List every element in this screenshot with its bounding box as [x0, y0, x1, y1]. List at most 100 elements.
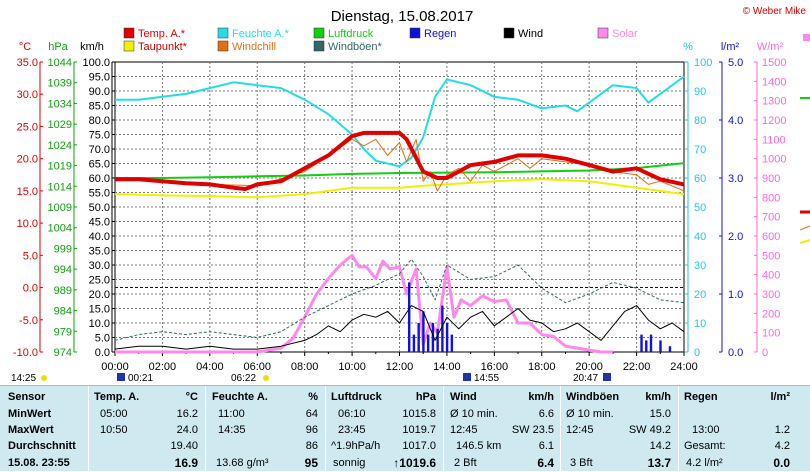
stats-header-gust: Windböen — [566, 391, 620, 403]
stats-max-rain-value: 1.2 — [774, 424, 790, 436]
axis-units: °C hPa km/h% l/m² W/m² — [19, 41, 784, 53]
chart-title: Dienstag, 15.08.2017 — [331, 8, 474, 25]
marker-left-time: 14:25 — [11, 373, 36, 384]
tick-temp-3: 20.0 — [17, 154, 38, 166]
series-regen-bar-6 — [436, 328, 439, 352]
stats-min-wind-value: 6.6 — [538, 408, 554, 420]
series-regen-bar-8 — [445, 323, 449, 352]
x-tick-10: 20:00 — [575, 361, 603, 373]
sunset-icon — [603, 373, 611, 381]
legend-label-3: Regen — [424, 28, 456, 40]
legend-swatch-8 — [313, 40, 325, 52]
series-regen-bar-7 — [441, 305, 444, 352]
series-wind — [114, 305, 685, 350]
tick-solar-4: 1100 — [762, 134, 786, 146]
stats-header-temp: Temp. A. — [94, 391, 140, 403]
stats-header-rain: Regen — [684, 391, 718, 403]
stats-avg-humidity-value: 86 — [305, 440, 318, 452]
chart-legend: Temp. A.* Feuchte A.* Luftdruck Regen Wind So… — [123, 27, 638, 53]
y-axes: 35.0 30.0 25.0 20.0 15.0 10.0 5.0 0.0 -5.0 -10.0 1… — [13, 57, 787, 359]
series-regen-bar-1 — [412, 334, 416, 352]
sunrise-icon — [117, 373, 125, 381]
tick-temp-2: 25.0 — [17, 121, 38, 133]
series-regen-bar-4 — [426, 334, 430, 352]
unit-humidity: % — [683, 41, 693, 53]
tick-wind-11: 45.0 — [89, 217, 110, 229]
tick-pressure-13: 979 — [54, 326, 72, 338]
plot-grid — [115, 62, 684, 352]
stats-current-wind-bft: 2 Bft — [454, 457, 477, 469]
marker-sunset: 20:47 — [573, 373, 598, 384]
stats-header-pressure: Luftdruck — [331, 391, 382, 403]
unit-pressure: hPa — [48, 41, 68, 53]
stats-min-label: MinWert — [8, 408, 52, 420]
legend-swatch-5 — [597, 27, 609, 39]
stats-avg-pressure-trend: ^1.9hPa/h — [331, 440, 381, 452]
tick-pressure-14: 974 — [54, 347, 72, 359]
x-axis: 00:00 02:00 04:00 06:00 08:00 10:00 12:00 14:00… — [101, 352, 698, 373]
tick-solar-5: 1000 — [762, 154, 786, 166]
tick-humidity-8: 20 — [694, 289, 706, 301]
stats-current-wind-value: 6.4 — [537, 456, 554, 470]
stats-current-pressure-value: ↑1019.6 — [393, 456, 436, 470]
stats-min-temp-time: 05:00 — [100, 408, 128, 420]
series-regen-bar-0 — [407, 282, 411, 352]
series-regen-bar-14 — [668, 346, 672, 352]
stats-min-humidity-value: 64 — [305, 408, 318, 420]
tick-pressure-4: 1024 — [48, 140, 72, 152]
series-regen-bar-3 — [422, 311, 425, 352]
x-tick-5: 10:00 — [338, 361, 366, 373]
legend-swatch-4 — [503, 27, 515, 39]
legend-label-7: Windchill — [232, 41, 276, 53]
legend-swatch-1 — [217, 27, 229, 39]
tick-solar-6: 900 — [762, 173, 780, 185]
tick-wind-7: 65.0 — [89, 159, 110, 171]
stats-current-weather-text: sonnig — [333, 457, 366, 469]
series-temp-a — [115, 130, 685, 191]
legend-swatch-2 — [313, 27, 325, 39]
legend-label-1: Feuchte A.* — [232, 28, 290, 40]
unit-rain: l/m² — [721, 41, 740, 53]
stats-min-wind-label: Ø 10 min. — [450, 408, 498, 420]
tick-humidity-2: 80 — [694, 115, 706, 127]
tick-pressure-1: 1039 — [48, 78, 72, 90]
tick-solar-3: 1200 — [762, 115, 786, 127]
tick-wind-5: 75.0 — [89, 130, 110, 142]
stats-max-pressure-time: 23:45 — [338, 424, 366, 436]
tick-solar-7: 800 — [762, 192, 780, 204]
stats-current-abs-humidity: 13.68 g/m³ — [216, 457, 269, 469]
tick-wind-9: 55.0 — [89, 188, 110, 200]
tick-wind-19: 5.0 — [95, 333, 110, 345]
stats-header-row: Sensor Temp. A. °C Feuchte A. % Luftdruc… — [0, 389, 810, 406]
tick-wind-6: 70.0 — [89, 144, 110, 156]
stats-current-gust-value: 13.7 — [647, 456, 671, 470]
tick-humidity-0: 100 — [694, 57, 712, 69]
tick-solar-1: 1400 — [762, 76, 786, 88]
tick-wind-20: 0.0 — [95, 347, 110, 359]
tick-wind-8: 60.0 — [89, 173, 110, 185]
tick-solar-8: 700 — [762, 212, 780, 224]
tick-solar-10: 500 — [762, 250, 780, 262]
tick-pressure-0: 1044 — [48, 57, 72, 69]
tick-temp-9: -10.0 — [13, 347, 38, 359]
stats-max-temp-value: 24.0 — [176, 424, 198, 436]
stats-header-pressure-unit: hPa — [415, 391, 436, 403]
stats-max-row: MaxWert 10:50 24.0 14:35 96 23:45 1019.7… — [0, 422, 810, 439]
stats-max-label: MaxWert — [8, 424, 54, 436]
series-regen-bar-5 — [431, 323, 435, 352]
right-edge-strip — [799, 34, 810, 244]
tick-solar-9: 600 — [762, 231, 780, 243]
tick-temp-5: 10.0 — [17, 218, 38, 230]
stats-header-sensor: Sensor — [8, 391, 46, 403]
stats-avg-wind-value: 6.1 — [538, 440, 554, 452]
statistics-table: Sensor Temp. A. °C Feuchte A. % Luftdruc… — [0, 385, 810, 472]
tick-humidity-6: 40 — [694, 231, 706, 243]
tick-solar-2: 1300 — [762, 96, 786, 108]
stats-current-rain-value: 0.0 — [773, 456, 790, 470]
stats-avg-pressure-value: 1017.0 — [402, 440, 436, 452]
tick-pressure-6: 1014 — [48, 181, 72, 193]
series-luftdruck — [115, 162, 685, 179]
stats-min-gust-value: 15.0 — [649, 408, 671, 420]
stats-header-wind-unit: km/h — [528, 391, 554, 403]
stats-min-row: MinWert 05:00 16.2 11:00 64 06:10 1015.8… — [0, 406, 810, 423]
